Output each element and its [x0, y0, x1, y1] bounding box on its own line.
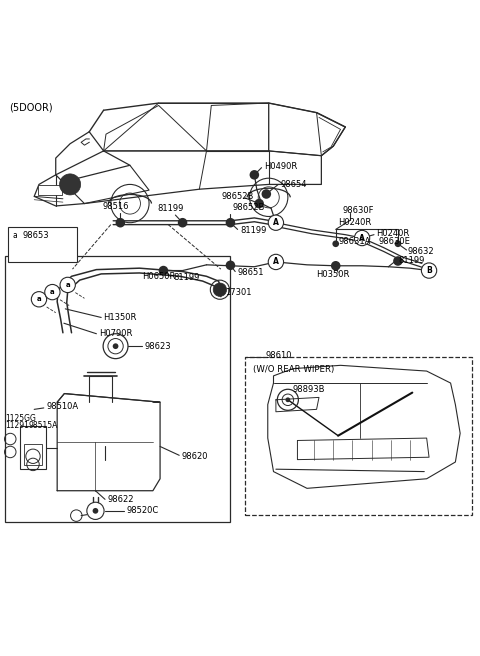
Circle shape	[113, 343, 119, 349]
Bar	[8, 228, 77, 262]
Text: 98516: 98516	[102, 202, 129, 211]
Text: 81199: 81199	[173, 273, 199, 282]
Text: 98520C: 98520C	[127, 506, 159, 516]
Circle shape	[286, 398, 290, 402]
Circle shape	[178, 218, 187, 228]
Text: 98651: 98651	[238, 268, 264, 277]
Text: 11291: 11291	[5, 421, 29, 430]
Text: H0350R: H0350R	[317, 270, 350, 279]
Text: (W/O REAR WIPER): (W/O REAR WIPER)	[253, 365, 335, 375]
Text: 98623: 98623	[144, 342, 171, 351]
Text: 81199: 81199	[240, 226, 266, 236]
Circle shape	[60, 277, 75, 293]
Circle shape	[393, 256, 403, 266]
Bar	[20, 426, 46, 469]
Circle shape	[254, 199, 264, 209]
Circle shape	[268, 255, 284, 270]
Text: 81199: 81199	[398, 256, 424, 264]
Text: 98652B: 98652B	[233, 203, 265, 212]
Text: 98630F: 98630F	[343, 206, 374, 215]
Circle shape	[262, 189, 271, 199]
Text: 98630E: 98630E	[379, 237, 411, 247]
Text: 98632: 98632	[408, 247, 434, 256]
Text: a: a	[65, 282, 70, 288]
Text: H0790R: H0790R	[99, 329, 132, 338]
Text: A: A	[273, 218, 279, 227]
Bar	[245, 357, 472, 515]
Text: H0490R: H0490R	[264, 162, 297, 171]
Circle shape	[45, 285, 60, 300]
Bar	[24, 444, 42, 465]
Text: 98515A: 98515A	[28, 421, 58, 430]
Text: 1125GG: 1125GG	[5, 415, 36, 423]
Circle shape	[213, 283, 227, 297]
Circle shape	[421, 263, 437, 278]
Text: 98622: 98622	[108, 495, 134, 504]
Circle shape	[354, 230, 370, 246]
Text: a: a	[12, 232, 17, 240]
Bar	[38, 186, 62, 195]
Text: (5DOOR): (5DOOR)	[9, 102, 53, 112]
Text: a: a	[36, 297, 41, 302]
Text: H0240R: H0240R	[376, 229, 409, 238]
Text: 98653: 98653	[22, 232, 49, 240]
Circle shape	[93, 508, 98, 514]
Circle shape	[116, 218, 125, 228]
Circle shape	[332, 240, 339, 247]
Circle shape	[331, 261, 340, 270]
Text: H0240R: H0240R	[338, 218, 372, 228]
Text: H1350R: H1350R	[104, 313, 137, 322]
Circle shape	[395, 240, 401, 247]
Bar	[5, 256, 230, 522]
Text: A: A	[359, 234, 365, 243]
Circle shape	[158, 266, 168, 276]
Text: 98631A: 98631A	[338, 237, 371, 247]
Circle shape	[31, 292, 47, 307]
Text: 98610: 98610	[265, 351, 292, 360]
Text: 17301: 17301	[225, 287, 251, 297]
Circle shape	[226, 218, 235, 228]
Text: 98510A: 98510A	[46, 403, 78, 411]
Text: 98893B: 98893B	[293, 385, 325, 394]
Text: H0650R: H0650R	[142, 272, 175, 281]
Text: 81199: 81199	[157, 204, 184, 213]
Text: B: B	[426, 266, 432, 275]
Text: a: a	[50, 289, 55, 295]
Circle shape	[250, 170, 259, 180]
Circle shape	[226, 260, 235, 270]
Text: 98620: 98620	[181, 452, 208, 461]
Circle shape	[268, 215, 284, 230]
Text: 98652B: 98652B	[222, 192, 254, 201]
Circle shape	[60, 174, 81, 195]
Text: 98654: 98654	[281, 180, 307, 189]
Text: A: A	[273, 257, 279, 266]
